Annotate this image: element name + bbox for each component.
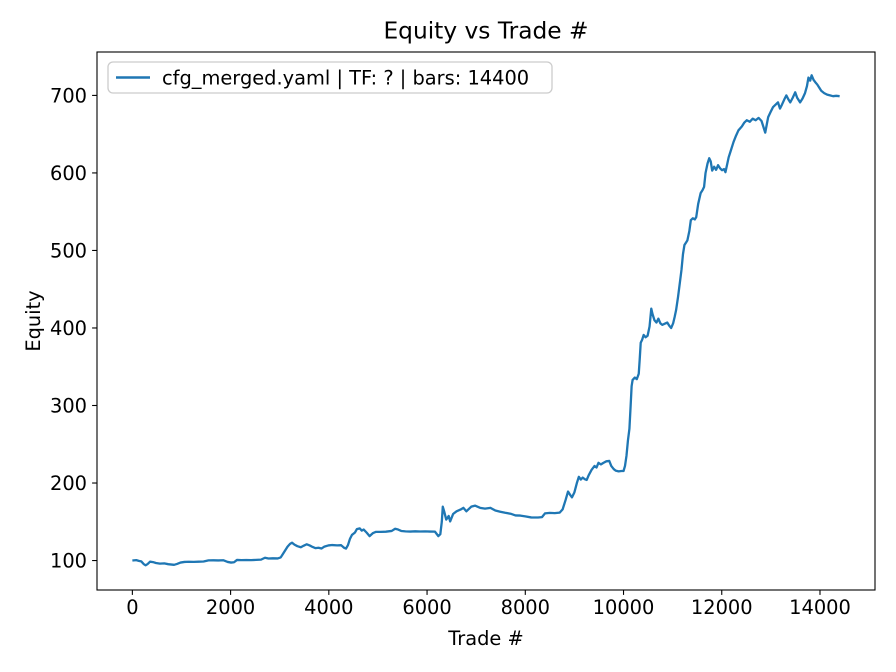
y-tick-label: 600 bbox=[50, 162, 87, 185]
x-tick-label: 6000 bbox=[402, 596, 451, 619]
y-tick-label: 300 bbox=[50, 395, 87, 418]
chart-title: Equity vs Trade # bbox=[383, 18, 588, 45]
x-tick-label: 14000 bbox=[789, 596, 851, 619]
x-tick-label: 12000 bbox=[691, 596, 753, 619]
x-axis-label: Trade # bbox=[447, 627, 524, 650]
y-axis-ticks: 100 200 300 400 500 600 700 bbox=[50, 85, 97, 573]
x-axis-ticks: 0 2000 4000 6000 8000 10000 12000 14000 bbox=[126, 590, 851, 619]
legend: cfg_merged.yaml | TF: ? | bars: 14400 bbox=[107, 61, 553, 94]
y-tick-label: 200 bbox=[50, 472, 87, 495]
x-tick-label: 0 bbox=[126, 596, 138, 619]
y-tick-label: 100 bbox=[50, 550, 87, 573]
x-tick-label: 2000 bbox=[206, 596, 255, 619]
plot-area bbox=[96, 51, 876, 591]
series-group bbox=[132, 74, 840, 567]
y-tick-label: 700 bbox=[50, 85, 87, 108]
x-tick-label: 4000 bbox=[304, 596, 353, 619]
equity-line-series bbox=[132, 74, 840, 567]
x-tick-label: 8000 bbox=[501, 596, 550, 619]
legend-box bbox=[107, 61, 553, 94]
legend-entry-label: cfg_merged.yaml | TF: ? | bars: 14400 bbox=[162, 67, 529, 90]
y-tick-label: 400 bbox=[50, 317, 87, 340]
y-axis-label: Equity bbox=[22, 290, 45, 351]
x-tick-label: 10000 bbox=[593, 596, 655, 619]
y-tick-label: 500 bbox=[50, 240, 87, 263]
